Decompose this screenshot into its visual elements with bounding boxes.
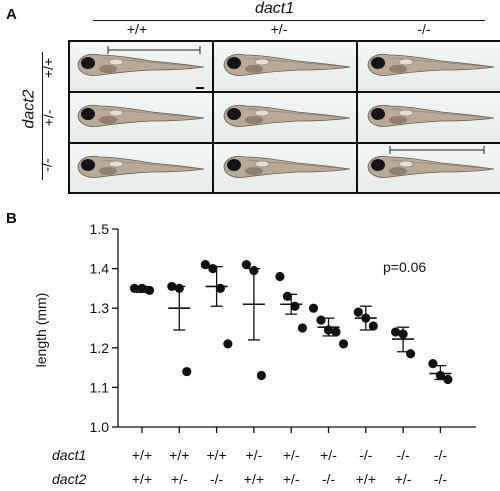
data-point: [435, 370, 445, 381]
data-point: [215, 283, 225, 293]
x-label-dact1: -/-: [433, 447, 447, 463]
data-point: [249, 265, 259, 276]
x-label-dact1: +/-: [320, 447, 337, 463]
panel-a-letter: A: [6, 6, 17, 23]
y-tick-label: 1.0: [90, 419, 110, 435]
length-measure-bar: [389, 146, 485, 154]
data-point: [241, 260, 251, 270]
data-point: [200, 260, 210, 270]
larvae-images: [70, 42, 500, 192]
data-point: [297, 323, 308, 333]
col-label-wt: +/+: [126, 21, 148, 37]
data-point: [290, 301, 300, 311]
y-tick-label: 1.2: [90, 340, 110, 356]
x-label-dact2: -/-: [209, 471, 224, 487]
data-point: [406, 349, 416, 359]
data-point: [208, 264, 218, 274]
y-tick-label: 1.1: [90, 379, 110, 395]
y-tick-label: 1.3: [90, 300, 110, 316]
data-point: [398, 329, 408, 339]
data-point: [391, 327, 401, 337]
row-label-mut: -/-: [38, 158, 55, 172]
panel-b-letter: B: [6, 210, 17, 227]
data-point: [331, 327, 341, 337]
x-label-dact1: +/-: [282, 447, 300, 463]
dact2-row-title: dact2: [20, 89, 38, 129]
x-label-dact2: +/+: [131, 471, 153, 487]
data-point: [443, 374, 453, 385]
x-row-gene2-label: dact2: [52, 471, 87, 487]
x-label-dact2: -/-: [321, 471, 336, 487]
data-point: [182, 366, 192, 377]
data-point: [338, 339, 349, 349]
x-label-dact2: -/-: [433, 471, 447, 487]
data-point: [368, 321, 378, 331]
col-label-mut: -/-: [417, 21, 431, 37]
x-label-dact1: -/-: [396, 447, 410, 463]
x-label-dact1: +/+: [131, 447, 153, 463]
data-point: [353, 307, 363, 317]
x-label-dact2: +/-: [170, 471, 188, 487]
larvae-image-grid: [68, 40, 500, 194]
x-label-dact1: +/+: [169, 447, 190, 463]
data-point: [223, 339, 233, 349]
dact1-column-title: dact1: [255, 0, 295, 17]
data-point: [275, 271, 285, 282]
data-point: [144, 285, 155, 295]
data-point: [129, 283, 140, 293]
x-row-gene1-label: dact1: [52, 447, 87, 463]
y-axis-title: length (mm): [33, 293, 49, 368]
p-value-annotation: p=0.06: [383, 259, 426, 275]
length-measure-bar: [107, 46, 201, 54]
data-point: [428, 359, 438, 369]
x-label-dact2: +/+: [355, 471, 376, 487]
x-label-dact2: +/-: [282, 471, 300, 487]
x-label-dact1: -/-: [359, 447, 373, 463]
y-tick-label: 1.4: [90, 261, 110, 277]
x-label-dact2: +/+: [243, 471, 265, 487]
column-header-rule: [93, 20, 485, 21]
row-label-wt: +/+: [40, 57, 57, 79]
x-label-dact1: +/-: [245, 447, 263, 463]
row-label-het: +/-: [40, 109, 57, 127]
col-label-het: +/-: [270, 21, 288, 37]
x-label-dact2: +/-: [394, 471, 412, 487]
data-point: [361, 313, 371, 323]
x-label-dact1: +/+: [206, 447, 227, 463]
data-point: [137, 283, 147, 293]
data-point: [282, 291, 293, 301]
data-point: [167, 281, 177, 292]
data-point: [308, 303, 319, 313]
data-point: [323, 325, 334, 335]
y-tick-label: 1.5: [90, 221, 110, 237]
row-header-rule: [42, 52, 43, 180]
data-point: [316, 315, 326, 325]
data-point: [256, 370, 266, 381]
data-point: [174, 283, 184, 293]
